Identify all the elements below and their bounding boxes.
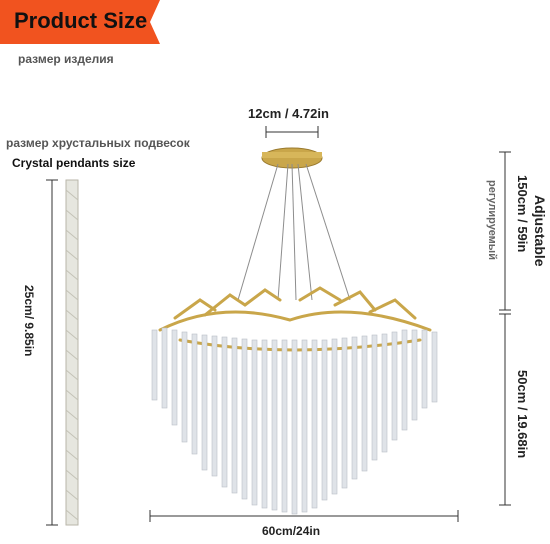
canopy-dimension-line [265,126,319,138]
adjustable-label: Adjustable [532,195,548,267]
crystal-strands [151,327,438,515]
suspension-wires [237,163,351,301]
product-size-banner: Product Size [0,0,168,44]
canopy-width-label: 12cm / 4.72in [248,106,329,121]
pendant-title-en: Crystal pendants size [12,156,136,170]
banner-background [0,0,160,44]
banner-subtitle: размер изделия [18,52,114,66]
diameter-label: 60cm/24in [262,524,321,538]
pendant-length-label: 25cm/ 9.85in [22,285,36,357]
adjustable-value-label: 150cm / 59in [515,175,530,253]
adjustable-ru-label: регулируемый [486,180,498,260]
height-dimension-lines [499,151,511,506]
crystal-pendant-sample [65,179,79,526]
gold-branches [158,286,432,352]
body-height-label: 50cm / 19.68in [515,370,530,459]
banner-title: Product Size [14,8,148,33]
pendant-dimension-line [46,179,58,526]
pendant-title-ru: размер хрустальных подвесок [6,136,190,150]
diameter-dimension-line [149,510,459,522]
